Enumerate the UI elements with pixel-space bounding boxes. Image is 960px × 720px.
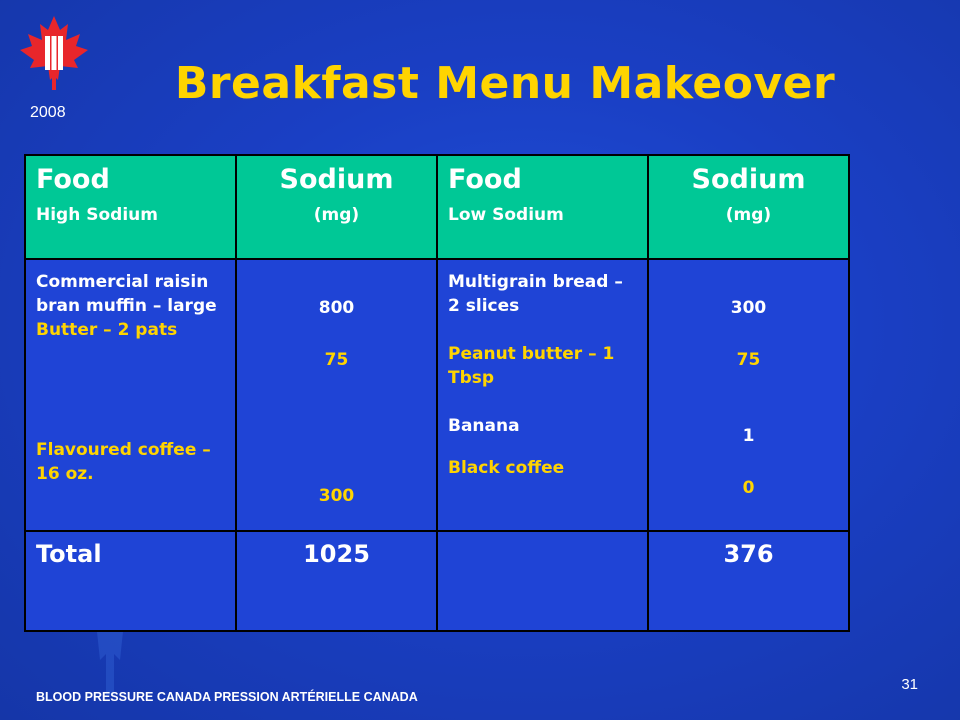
food-item: Peanut butter – 1 Tbsp [448,344,615,388]
total-high-sodium: 1025 [235,530,438,632]
maple-leaf-logo-icon [20,16,88,90]
sodium-value: 300 [318,486,355,506]
menu-comparison-table: Food High Sodium Sodium (mg) Food Low So… [24,154,850,632]
total-label: Total [24,530,237,632]
header-main: Food [36,164,110,195]
high-sodium-foods-cell: Commercial raisin bran muffin – large Bu… [24,258,237,532]
page-number: 31 [901,676,918,693]
food-item: Black coffee [448,458,565,478]
sodium-value: 800 [318,298,355,318]
header-main: Sodium [691,164,806,195]
header-food-high: Food High Sodium [24,154,237,260]
header-main: Food [448,164,522,195]
food-item: Banana [448,416,520,436]
total-low-food-empty [436,530,649,632]
low-sodium-foods-cell: Multigrain bread – 2 slices Peanut butte… [436,258,649,532]
slide-title: Breakfast Menu Makeover [174,58,836,109]
footer-organization: BLOOD PRESSURE CANADA PRESSION ARTÉRIELL… [36,690,418,704]
header-sub: High Sodium [36,205,158,225]
sodium-value: 75 [324,350,349,370]
header-sub: (mg) [313,205,360,225]
low-sodium-values-cell: 300 75 1 0 [647,258,850,532]
sodium-value: 300 [730,298,767,318]
sodium-value: 1 [742,426,755,446]
total-row: Total 1025 376 [24,530,850,632]
table-row: Commercial raisin bran muffin – large Bu… [24,258,850,532]
header-sodium-high: Sodium (mg) [235,154,438,260]
food-item: Commercial raisin bran muffin – large [36,272,217,316]
sodium-value: 0 [742,478,755,498]
sodium-value: 75 [736,350,761,370]
food-item: Flavoured coffee – 16 oz. [36,440,211,484]
food-item: Butter – 2 pats [36,320,178,340]
header-sub: (mg) [725,205,772,225]
header-sub: Low Sodium [448,205,564,225]
header-food-low: Food Low Sodium [436,154,649,260]
logo-year: 2008 [30,104,66,121]
header-sodium-low: Sodium (mg) [647,154,850,260]
header-main: Sodium [279,164,394,195]
food-item: Multigrain bread – 2 slices [448,272,623,316]
total-low-sodium: 376 [647,530,850,632]
table-header-row: Food High Sodium Sodium (mg) Food Low So… [24,154,850,260]
high-sodium-values-cell: 800 75 300 [235,258,438,532]
